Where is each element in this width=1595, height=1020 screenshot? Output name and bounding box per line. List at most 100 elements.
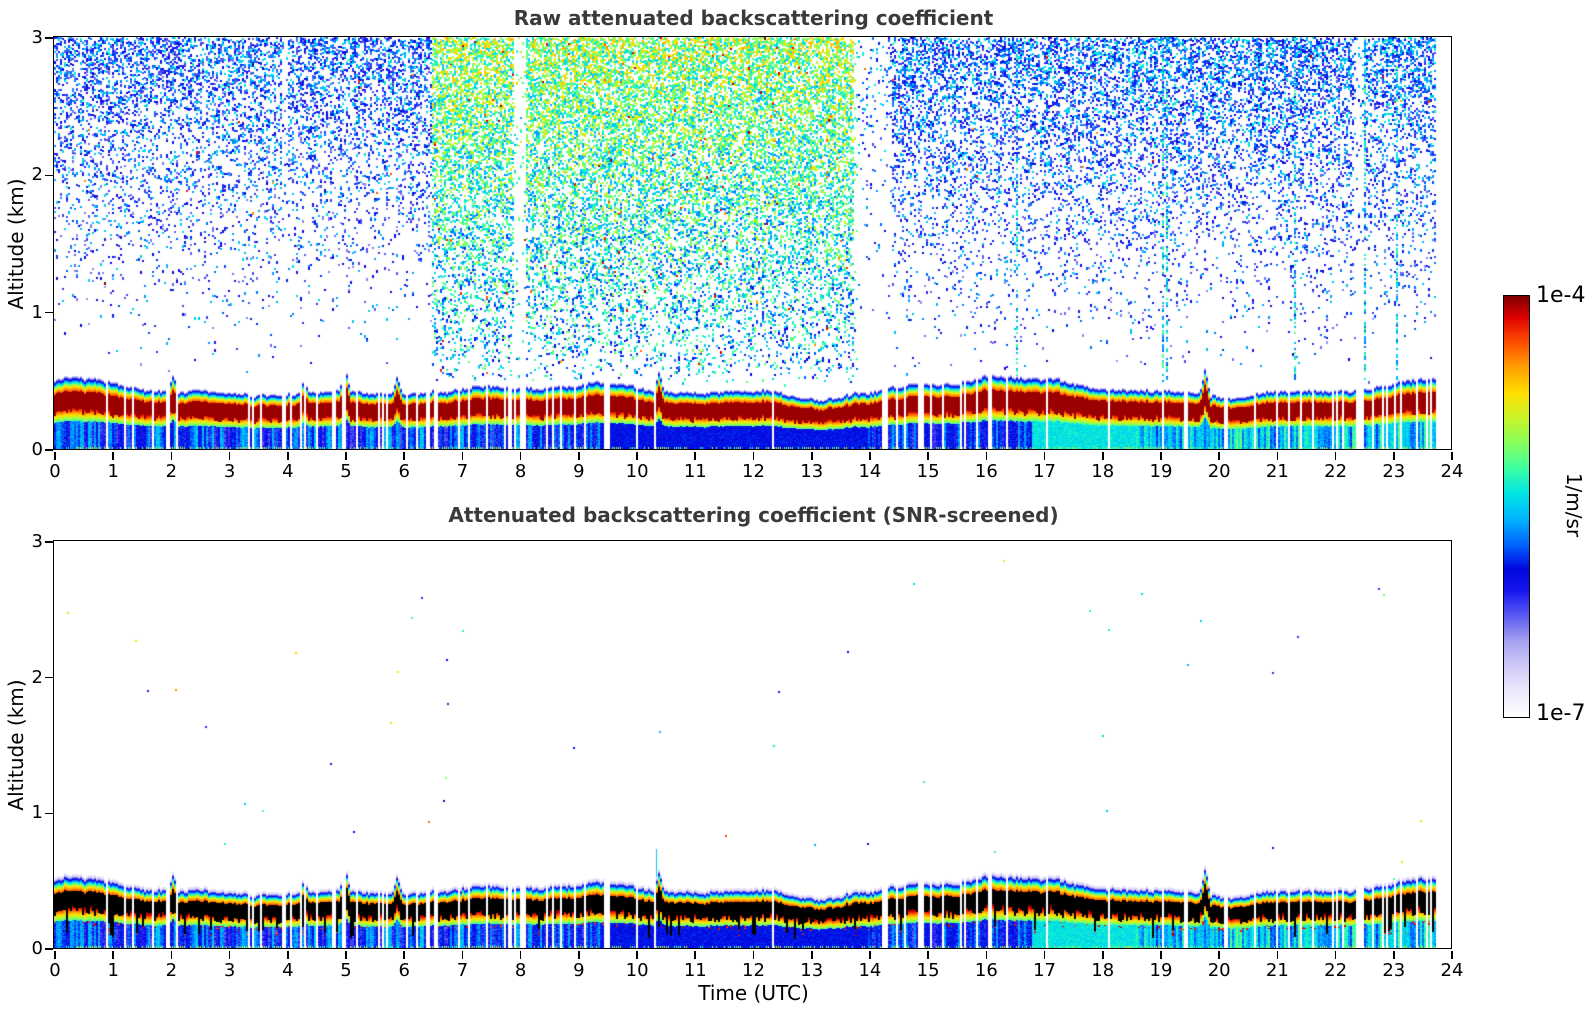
x-tick-label: 19 [1149,461,1173,482]
colorbar-min-label: 1e-7 [1536,701,1586,726]
x-tick-label: 6 [398,960,410,981]
x-tick-mark [170,451,173,460]
x-tick-mark [403,950,406,959]
x-tick-label: 22 [1324,960,1348,981]
x-tick-label: 4 [282,960,294,981]
colorbar-max-label: 1e-4 [1536,283,1586,308]
panel2-title: Attenuated backscattering coefficient (S… [448,503,1059,527]
x-tick-mark [1218,950,1220,959]
x-tick-label: 23 [1382,960,1406,981]
y-tick-mark [45,449,54,451]
x-tick-label: 2 [165,461,178,482]
x-tick-label: 8 [514,461,527,482]
x-tick-mark [1043,451,1046,460]
x-tick-label: 20 [1207,461,1231,482]
y-tick-label: 2 [31,164,43,186]
x-tick-mark [1276,451,1279,460]
x-tick-mark [1160,950,1162,959]
x-tick-label: 17 [1033,960,1056,981]
y-tick-label: 3 [31,27,43,48]
x-axis-label: Time (UTC) [698,981,809,1005]
y-tick-mark [45,676,54,679]
x-tick-label: 17 [1033,461,1056,482]
colorbar [1503,295,1530,718]
x-tick-label: 19 [1149,960,1173,981]
x-tick-mark [1334,950,1337,959]
x-tick-label: 2 [165,960,178,981]
y-tick-label: 1 [31,802,43,824]
x-tick-mark [752,451,755,460]
x-tick-mark [287,451,289,460]
x-tick-label: 11 [683,461,707,482]
x-tick-mark [54,950,56,959]
x-tick-mark [54,451,56,460]
x-tick-label: 21 [1265,960,1289,981]
panel2-plot-area [53,540,1453,950]
x-tick-mark [228,451,231,460]
x-tick-mark [461,950,464,959]
panel1-plot-area [53,36,1453,451]
panel1-y-axis-label: Altitude (km) [4,178,28,310]
x-tick-mark [985,950,988,959]
x-tick-label: 18 [1091,960,1115,981]
x-tick-mark [578,451,580,460]
colorbar-unit-label: 1/m/sr [1562,472,1586,538]
y-tick-label: 3 [31,531,43,552]
x-tick-mark [1101,950,1104,959]
x-tick-label: 22 [1324,461,1348,482]
x-tick-label: 15 [916,960,940,981]
x-tick-label: 0 [49,461,61,482]
x-tick-label: 0 [49,960,61,981]
x-tick-label: 12 [742,960,765,981]
panel1-title: Raw attenuated backscattering coefficien… [513,6,994,30]
x-tick-label: 9 [573,960,585,981]
x-tick-label: 7 [456,960,469,981]
x-tick-label: 10 [625,461,649,482]
x-tick-mark [927,451,929,460]
x-tick-label: 13 [800,960,824,981]
x-tick-label: 16 [974,461,998,482]
x-tick-mark [1276,950,1279,959]
x-tick-label: 15 [916,461,940,482]
y-tick-mark [45,948,54,950]
x-tick-mark [1101,451,1104,460]
x-tick-mark [1218,451,1220,460]
x-tick-mark [519,451,522,460]
y-tick-mark [45,812,54,815]
x-tick-label: 5 [340,461,352,482]
x-tick-label: 9 [573,461,585,482]
panel2-heatmap-canvas [54,541,1452,949]
x-tick-label: 24 [1440,461,1464,482]
x-tick-mark [985,451,988,460]
x-tick-mark [1451,950,1453,959]
x-tick-label: 4 [282,461,294,482]
y-tick-mark [45,174,54,177]
x-tick-label: 11 [683,960,707,981]
x-tick-mark [345,451,347,460]
x-tick-label: 14 [858,461,882,482]
x-tick-label: 3 [223,461,236,482]
x-tick-mark [752,950,755,959]
x-tick-label: 7 [456,461,469,482]
y-tick-mark [45,311,54,314]
x-tick-mark [694,950,697,959]
panel1-heatmap-canvas [54,37,1452,450]
x-tick-mark [927,950,929,959]
x-tick-mark [519,950,522,959]
x-tick-mark [287,950,289,959]
x-tick-label: 23 [1382,461,1406,482]
x-tick-mark [1043,950,1046,959]
x-tick-label: 18 [1091,461,1115,482]
x-tick-mark [1334,451,1337,460]
x-tick-mark [694,451,697,460]
x-tick-mark [869,950,871,959]
x-tick-mark [345,950,347,959]
x-tick-label: 6 [398,461,410,482]
x-tick-mark [112,950,114,959]
x-tick-mark [869,451,871,460]
x-tick-label: 5 [340,960,352,981]
x-tick-mark [112,451,114,460]
x-tick-mark [403,451,406,460]
y-tick-label: 2 [31,666,43,688]
